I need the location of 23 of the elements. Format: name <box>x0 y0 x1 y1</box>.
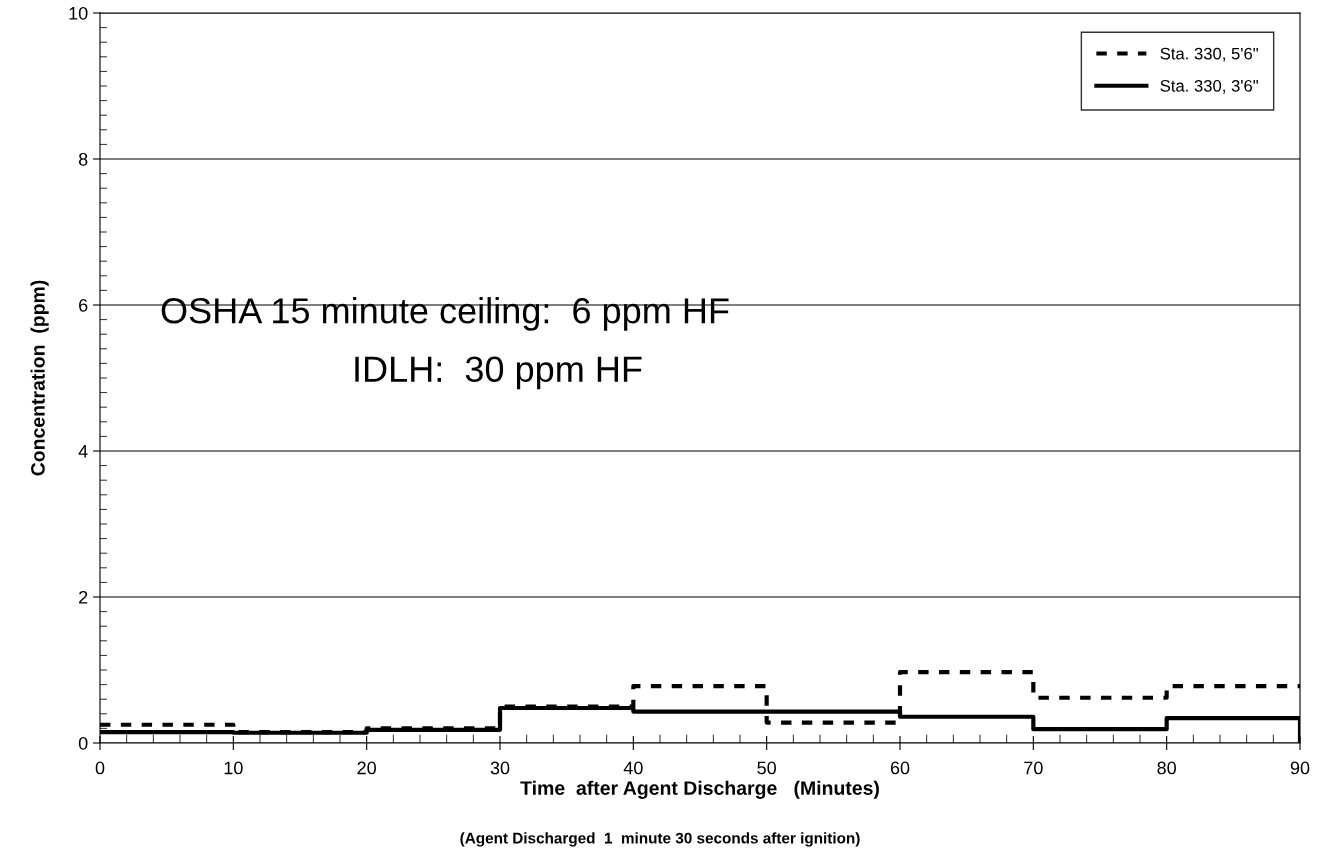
x-tick-label: 0 <box>95 761 105 775</box>
x-axis-title: Time after Agent Discharge (Minutes) <box>520 780 879 799</box>
annotation: IDLH: 30 ppm HF <box>355 356 642 390</box>
annotation: OSHA 15 minute ceiling: 6 ppm HF <box>161 297 729 331</box>
x-tick-label: 80 <box>1157 761 1176 775</box>
x-tick-label: 60 <box>890 761 910 775</box>
x-tick-label: 90 <box>1290 761 1310 775</box>
x-tick-label: 50 <box>757 761 776 775</box>
x-tick-label: 30 <box>490 761 510 775</box>
y-tick-label: 4 <box>78 445 88 458</box>
legend-label: Sta. 330, 3'6" <box>1160 79 1258 94</box>
x-tick-label: 40 <box>623 761 643 775</box>
text: (Agent Discharged 1 minute 30 seconds after ignition) <box>460 832 860 847</box>
y-tick-label: 8 <box>78 152 88 166</box>
legend-label: Sta. 330, 5'6" <box>1160 47 1258 62</box>
x-tick-label: 10 <box>224 761 243 775</box>
y-tick-label: 6 <box>79 298 88 312</box>
y-tick-label: 2 <box>79 590 88 604</box>
y-axis-title: Concentration (ppm) <box>30 280 49 476</box>
y-tick-label: 0 <box>78 736 88 750</box>
x-tick-label: 20 <box>357 761 376 775</box>
y-tick-label: 10 <box>69 6 88 20</box>
x-tick-label: 70 <box>1024 761 1043 775</box>
